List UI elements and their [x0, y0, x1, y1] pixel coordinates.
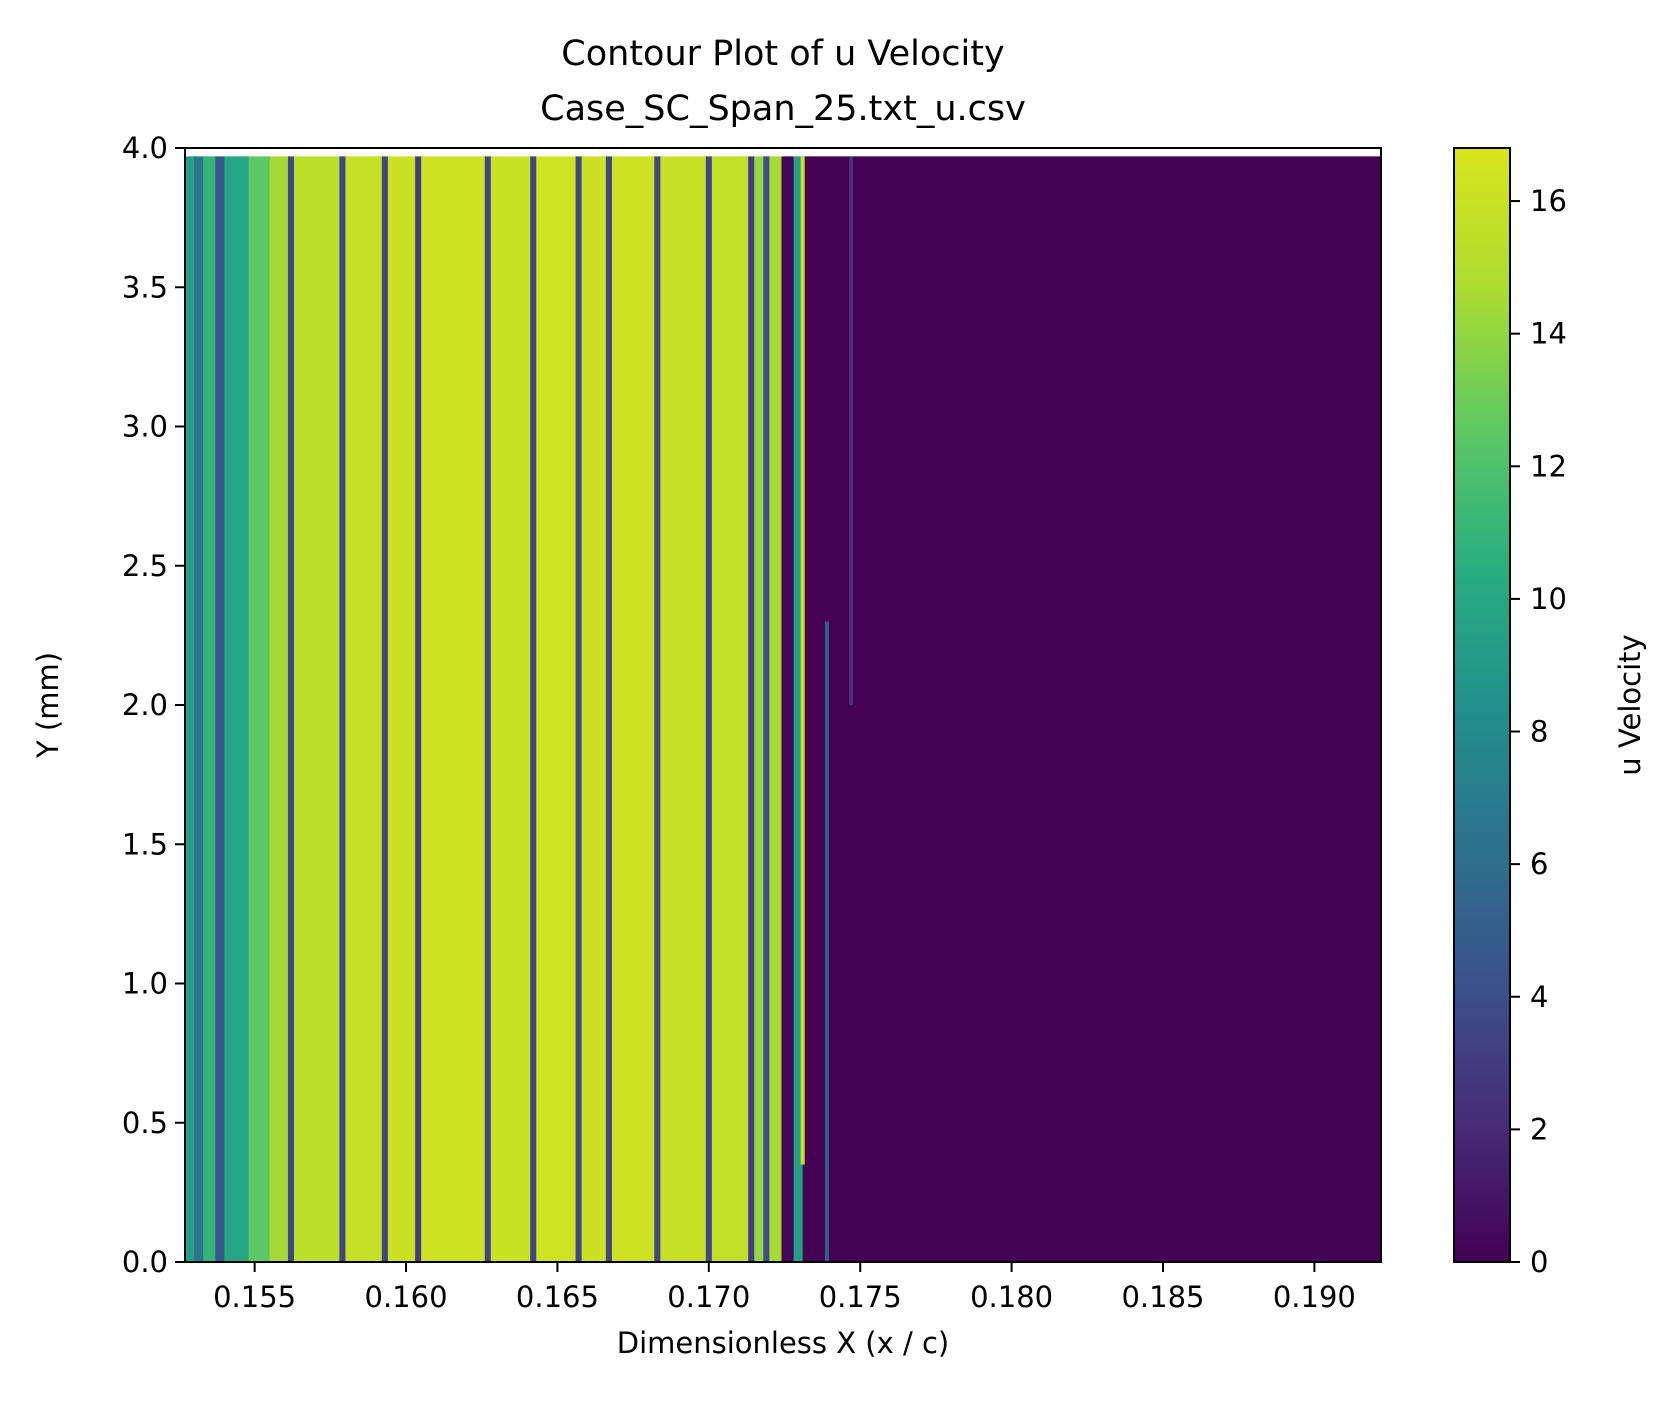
y-axis-ticks: 0.0 0.5 1.0 1.5 2.0 2.5 3.0 3.5 4.0	[122, 131, 185, 1279]
heatmap-column-0	[185, 156, 195, 1262]
colorbar-tick-label: 6	[1530, 847, 1548, 881]
y-tick-label: 1.0	[122, 967, 168, 1001]
y-tick-label: 3.0	[122, 410, 168, 444]
x-axis-label: Dimensionless X (x / c)	[617, 1326, 950, 1360]
y-tick-label: 0.0	[122, 1245, 168, 1279]
heatmap-column-10	[345, 156, 383, 1262]
heatmap-column-13	[415, 156, 422, 1262]
heatmap-column-23	[654, 156, 661, 1262]
y-tick-label: 4.0	[122, 131, 168, 165]
heatmap-column-3	[215, 156, 225, 1262]
x-tick-label: 0.185	[1121, 1280, 1204, 1314]
colorbar-tick-label: 8	[1530, 715, 1548, 749]
heatmap-column-18	[536, 156, 577, 1262]
x-tick-label: 0.160	[365, 1280, 448, 1314]
heatmap-column-11	[381, 156, 389, 1262]
x-tick-label: 0.155	[213, 1280, 296, 1314]
heatmap-column-32	[793, 156, 804, 1262]
heatmap-column-22	[611, 156, 655, 1262]
y-axis-label: Y (mm)	[31, 652, 65, 759]
heatmap-column-15	[484, 156, 492, 1262]
heatmap-column-7	[287, 156, 295, 1262]
colorbar-tick-label: 10	[1530, 582, 1567, 616]
heatmap-column-25	[705, 156, 713, 1262]
heatmap-column-29	[763, 156, 770, 1262]
thin-features-layer	[800, 156, 854, 1262]
heatmap-column-12	[387, 156, 416, 1262]
chart-subtitle: Case_SC_Span_25.txt_u.csv	[540, 89, 1026, 129]
x-tick-label: 0.180	[970, 1280, 1053, 1314]
thin-feature-0	[800, 156, 805, 1165]
heatmap-layer	[185, 156, 1381, 1262]
x-tick-label: 0.165	[516, 1280, 599, 1314]
colorbar-tick-label: 0	[1530, 1245, 1548, 1279]
y-tick-label: 3.5	[122, 270, 168, 304]
heatmap-column-9	[339, 156, 347, 1262]
heatmap-column-2	[203, 156, 216, 1262]
heatmap-column-14	[421, 156, 486, 1262]
heatmap-column-28	[754, 156, 764, 1262]
colorbar-ticks: 0 2 4 6 8 10 12 14 16	[1510, 184, 1567, 1279]
heatmap-column-17	[530, 156, 537, 1262]
y-tick-label: 0.5	[122, 1106, 168, 1140]
x-tick-label: 0.175	[819, 1280, 902, 1314]
colorbar-tick-label: 4	[1530, 980, 1548, 1014]
colorbar-tick-label: 12	[1530, 449, 1567, 483]
y-tick-label: 2.0	[122, 688, 168, 722]
y-tick-label: 1.5	[122, 827, 168, 861]
heatmap-column-21	[605, 156, 613, 1262]
chart-title: Contour Plot of u Velocity	[561, 34, 1004, 74]
colorbar-tick-label: 14	[1530, 317, 1567, 351]
heatmap-column-6	[269, 156, 289, 1262]
heatmap-column-4	[224, 156, 250, 1262]
heatmap-column-27	[748, 156, 755, 1262]
x-tick-label: 0.170	[667, 1280, 750, 1314]
thin-feature-1	[824, 621, 829, 1262]
colorbar	[1453, 147, 1511, 1263]
heatmap-column-16	[490, 156, 531, 1262]
y-tick-label: 2.5	[122, 549, 168, 583]
x-tick-label: 0.190	[1273, 1280, 1356, 1314]
colorbar-label: u Velocity	[1613, 634, 1647, 775]
colorbar-tick-label: 2	[1530, 1112, 1548, 1146]
thin-feature-2	[849, 156, 854, 706]
heatmap-column-33	[802, 156, 1381, 1262]
heatmap-column-26	[711, 156, 749, 1262]
heatmap-column-5	[248, 156, 271, 1262]
heatmap-column-30	[769, 156, 783, 1262]
x-axis-ticks: 0.155 0.160 0.165 0.170 0.175 0.180 0.185 0.190	[213, 1262, 1356, 1314]
heatmap-column-19	[575, 156, 583, 1262]
heatmap-column-8	[294, 156, 341, 1262]
heatmap-column-24	[660, 156, 707, 1262]
heatmap-column-20	[581, 156, 607, 1262]
heatmap-column-1	[194, 156, 204, 1262]
heatmap-column-31	[781, 156, 795, 1262]
colorbar-tick-label: 16	[1530, 184, 1567, 218]
